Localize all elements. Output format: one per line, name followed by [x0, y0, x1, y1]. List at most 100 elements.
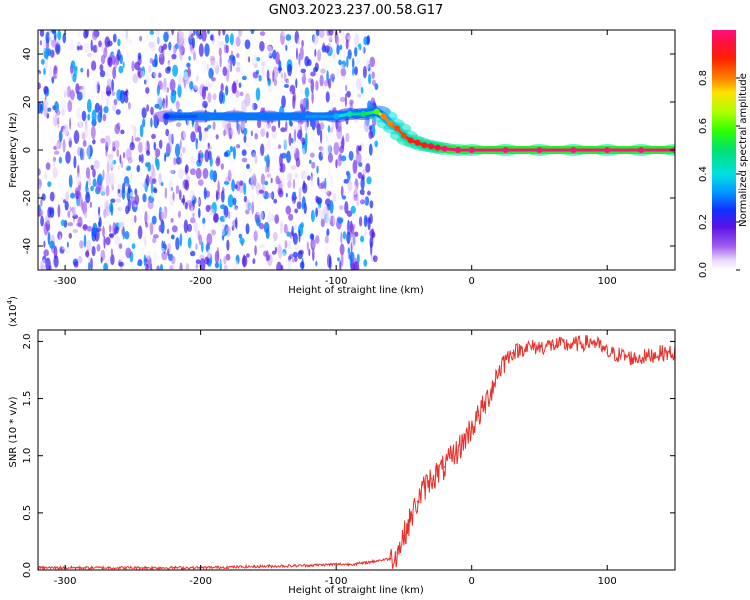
spectrogram-noise-blob	[335, 34, 340, 46]
spectrogram-noise-blob	[68, 205, 71, 212]
spectrogram-noise-blob	[90, 257, 93, 270]
spectrogram-noise-blob	[252, 152, 257, 158]
spectrogram-noise-blob	[271, 250, 277, 255]
spectrogram-noise-blob	[310, 209, 315, 223]
spectrogram-noise-blob	[327, 35, 333, 41]
spectrogram-noise-blob	[223, 256, 227, 265]
spectrogram-noise-blob	[338, 59, 342, 66]
spectrogram-noise-blob	[147, 161, 151, 172]
spectrogram-noise-blob	[289, 253, 294, 259]
spectrogram-noise-blob	[291, 258, 295, 263]
snr-data-point	[348, 563, 351, 566]
spectrogram-noise-blob	[64, 247, 71, 254]
spectrogram-noise-blob	[91, 109, 97, 123]
spectrogram-noise-blob	[189, 80, 194, 90]
spectrogram-noise-blob	[100, 129, 104, 136]
spectrogram-noise-blob	[190, 244, 193, 252]
spectrogram-noise-blob	[149, 30, 155, 35]
spectrogram-noise-blob	[197, 125, 202, 133]
spectrogram-noise-blob	[294, 61, 298, 74]
spectrogram-noise-blob	[92, 82, 98, 95]
spectrogram-noise-blob	[312, 248, 315, 261]
spectrogram-noise-blob	[190, 131, 196, 143]
spectrogram-noise-blob	[140, 153, 144, 164]
spectrogram-noise-blob	[298, 188, 302, 202]
spectrogram-noise-blob	[150, 41, 156, 51]
spectrogram-noise-blob	[55, 42, 60, 55]
spectrogram-noise-blob	[137, 261, 142, 266]
spectrogram-noise-blob	[55, 109, 61, 116]
spectrogram-noise-blob	[196, 142, 202, 149]
spectrogram-noise-blob	[139, 124, 144, 138]
spectrogram-noise-blob	[96, 180, 102, 193]
spectrogram-noise-blob	[89, 201, 92, 208]
spectrogram-noise-blob	[335, 159, 338, 169]
spectrogram-noise-blob	[318, 30, 325, 39]
spectrogram-noise-blob	[188, 56, 191, 61]
spectrogram-noise-blob	[169, 78, 176, 92]
spectrogram-ridge-point	[163, 113, 170, 120]
spectrogram-noise-blob	[344, 93, 347, 108]
spectrogram-noise-blob	[363, 259, 368, 267]
spectrogram-noise-blob	[143, 254, 147, 267]
spectrogram-noise-blob	[286, 91, 293, 96]
spectrogram-noise-blob	[163, 77, 167, 91]
spectrogram-noise-blob	[151, 133, 156, 140]
spectrogram-noise-blob	[367, 217, 371, 231]
spectrogram-noise-blob	[286, 150, 291, 163]
spectrogram-y-axis-label: Frequency (Hz)	[8, 112, 19, 188]
spectrogram-noise-blob	[158, 172, 162, 186]
spectrogram-noise-blob	[369, 200, 374, 209]
spectrogram-noise-blob	[166, 87, 169, 93]
spectrogram-ridge-point	[421, 142, 428, 149]
snr-data-point	[437, 472, 439, 474]
spectrogram-noise-blob	[271, 130, 278, 140]
spectrogram-noise-blob	[362, 168, 367, 175]
spectrogram-noise-blob	[70, 60, 76, 69]
spectrogram-noise-blob	[285, 120, 288, 132]
spectrogram-noise-blob	[75, 172, 81, 186]
spectrogram-noise-blob	[198, 152, 201, 164]
spectrogram-noise-blob	[97, 111, 103, 123]
spectrogram-noise-blob	[366, 176, 372, 185]
colorbar-gradient	[712, 30, 736, 270]
snr-y-ticks: 0.0 0.5 1.0 1.5 2.0	[22, 333, 675, 578]
spectrogram-noise-blob	[80, 67, 84, 73]
spectrogram-noise-blob	[353, 261, 360, 270]
spectrogram-noise-blob	[165, 221, 169, 230]
spectrogram-noise-blob	[253, 63, 259, 69]
spectrogram-noise-blob	[292, 178, 296, 190]
spectrogram-noise-blob	[87, 52, 92, 58]
spectrogram-noise-blob	[264, 155, 267, 162]
spectrogram-noise-blob	[359, 189, 365, 196]
spectrogram-noise-blob	[144, 236, 147, 247]
spectrogram-noise-blob	[313, 67, 318, 73]
spectrogram-noise-blob	[324, 45, 330, 54]
spectrogram-noise-blob	[310, 175, 313, 187]
spectrogram-noise-blob	[179, 139, 182, 150]
spectrogram-noise-blob	[69, 38, 75, 52]
spectrogram-noise-blob	[102, 113, 107, 122]
spectrogram-noise-blob	[142, 118, 146, 128]
spectrogram-ridge-point	[387, 120, 394, 127]
spectrogram-noise-blob	[178, 189, 182, 200]
spectrogram-noise-blob	[295, 157, 301, 168]
spectrogram-noise-blob	[153, 251, 158, 262]
spectrogram-noise-blob	[137, 52, 142, 60]
spectrogram-noise-blob	[106, 97, 109, 110]
spectrogram-noise-blob	[123, 140, 126, 149]
spectrogram-noise-blob	[239, 237, 245, 244]
spectrogram-noise-blob	[90, 39, 93, 52]
spectrogram-noise-blob	[100, 90, 107, 102]
spectrogram-noise-blob	[43, 86, 49, 95]
spectrogram-noise-blob	[134, 61, 141, 71]
spectrogram-noise-blob	[66, 241, 69, 248]
spectrogram-noise-blob	[203, 187, 207, 200]
spectrogram-noise-blob	[84, 124, 89, 138]
spectrogram-noise-blob	[360, 199, 365, 205]
spectrogram-noise-blob	[49, 67, 53, 79]
spectrogram-noise-blob	[105, 85, 112, 97]
spectrogram-noise-blob	[357, 46, 360, 60]
spectrogram-noise-blob	[242, 75, 247, 81]
snr-data-point	[308, 564, 310, 567]
